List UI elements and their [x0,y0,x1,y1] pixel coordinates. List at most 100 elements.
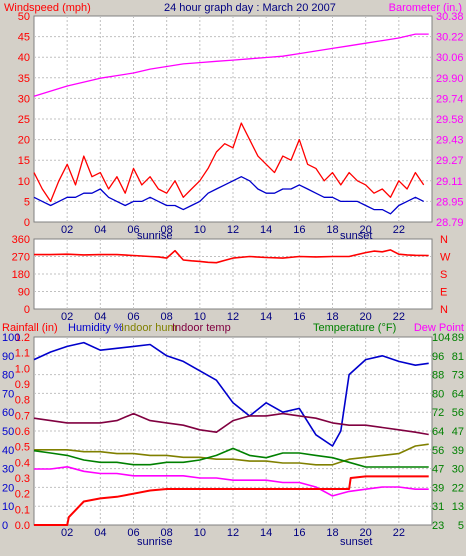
humidity-tick-label: 40 [2,445,14,457]
barometer-tick-label: 29.43 [436,135,464,147]
barometer-tick-label: 29.90 [436,73,464,85]
ticks-rain-humidity-temperature: 02 04 06 08 10 12 14 16 18 20 22 0.0 0.1 0.2 0.3 0.4 0.5… [2,332,464,539]
ticks-wind-barometer: 02 04 06 08 10 12 14 16 18 20 22 0 5 10 15 20 25 30 35 40 45… [18,11,464,236]
windspeed-tick-label: 5 [24,196,30,208]
barometer-tick-label: 30.06 [436,52,464,64]
series-rain-humidity-temperature [33,341,429,526]
barometer-tick-label: 29.74 [436,93,464,105]
x-tick-label: 20 [360,311,372,323]
windspeed-tick-label: 35 [18,73,30,85]
barometer-axis-label: Barometer (in.) [389,2,462,14]
dew-point-tick-label: 22 [452,482,464,494]
windspeed-axis-label: Windspeed (mph) [4,2,91,14]
humidity-tick-label: 80 [2,370,14,382]
x-tick-label: 16 [293,311,305,323]
direction-degree-tick-label: 90 [18,287,30,299]
dew-point-tick-label: 64 [452,388,464,400]
humidity-tick-label: 90 [2,351,14,363]
dew-point-tick-label: 47 [452,426,464,438]
series-wind-direction [34,249,429,264]
rainfall-tick-label: 0.3 [15,473,30,485]
x-tick-label: 10 [194,527,206,539]
humidity-tick-label: 0 [2,520,8,532]
temperature-tick-label: 56 [432,445,444,457]
barometer-tick-label: 29.11 [436,176,463,188]
windspeed-line [33,122,425,203]
x-tick-label: 14 [260,527,272,539]
windspeed-tick-label: 25 [18,114,30,126]
direction-degree-tick-label: 180 [12,269,30,281]
rainfall-tick-label: 0.1 [15,504,30,516]
barometer-tick-label: 28.95 [436,196,464,208]
sunset-label-3: sunset [340,536,372,548]
windspeed-tick-label: 15 [18,155,30,167]
barometer-tick-label: 30.38 [436,11,464,23]
x-tick-label: 12 [227,527,239,539]
temperature-axis-label: Temperature (°F) [313,322,396,334]
temperature-tick-label: 47 [432,464,444,476]
x-tick-label: 10 [194,311,206,323]
direction-degree-tick-label: 0 [24,304,30,316]
humidity-tick-label: 60 [2,407,14,419]
temperature-tick-label: 64 [432,426,444,438]
sunrise-label-3: sunrise [137,536,172,548]
rainfall-axis-label: Rainfall (in) [2,322,58,334]
x-tick-label: 14 [260,311,272,323]
humidity-axis-label: Humidity % [68,322,124,334]
dew-point-line [34,465,429,497]
x-tick-label: 18 [326,311,338,323]
wind-direction-line [34,249,429,264]
x-tick-label: 22 [393,224,405,236]
rainfall-tick-label: 0.0 [15,520,30,532]
x-tick-label: 04 [94,224,106,236]
direction-compass-tick-label: N [440,234,448,246]
x-tick-label: 14 [260,224,272,236]
sunrise-label-1: sunrise [137,230,172,242]
x-tick-label: 10 [194,224,206,236]
x-tick-label: 02 [61,311,73,323]
windspeed-tick-label: 45 [18,32,30,44]
rainfall-tick-label: 0.4 [15,457,30,469]
x-tick-label: 06 [127,527,139,539]
humidity-tick-label: 70 [2,388,14,400]
x-tick-label: 06 [127,311,139,323]
x-tick-label: 18 [326,224,338,236]
rainfall-line [34,475,429,526]
x-tick-label: 04 [94,311,106,323]
windspeed-avg-line [33,176,424,215]
barometer-tick-label: 29.58 [436,114,464,126]
rainfall-tick-label: 1.0 [15,363,30,375]
rainfall-tick-label: 1.2 [15,332,30,344]
x-tick-label: 06 [127,224,139,236]
plot-area-wind-barometer [33,15,433,223]
rainfall-tick-label: 0.5 [15,442,30,454]
indoor-temp-legend: Indoor temp [172,322,231,334]
dew-point-tick-label: 39 [452,445,464,457]
temperature-tick-label: 104 [432,332,450,344]
dew-point-tick-label: 30 [452,464,464,476]
x-tick-label: 18 [326,527,338,539]
x-tick-label: 20 [360,527,372,539]
rainfall-tick-label: 0.8 [15,395,30,407]
dew-point-tick-label: 56 [452,407,464,419]
indoor-hum-legend: Indoor hum [121,322,177,334]
dew-point-axis-label: Dew Point [414,322,464,334]
x-tick-label: 04 [94,527,106,539]
temperature-tick-label: 88 [432,370,444,382]
barometer-line [33,33,429,97]
windspeed-tick-label: 30 [18,93,30,105]
dew-point-tick-label: 89 [452,332,464,344]
x-tick-label: 16 [293,224,305,236]
chart-title: 24 hour graph day : March 20 2007 [164,2,336,14]
dew-point-tick-label: 5 [458,520,464,532]
windspeed-tick-label: 50 [18,11,30,23]
x-tick-label: 16 [293,527,305,539]
x-tick-label: 08 [161,527,173,539]
humidity-tick-label: 10 [2,501,14,513]
series-wind-barometer [33,33,429,215]
windspeed-tick-label: 20 [18,135,30,147]
x-tick-label: 22 [393,527,405,539]
